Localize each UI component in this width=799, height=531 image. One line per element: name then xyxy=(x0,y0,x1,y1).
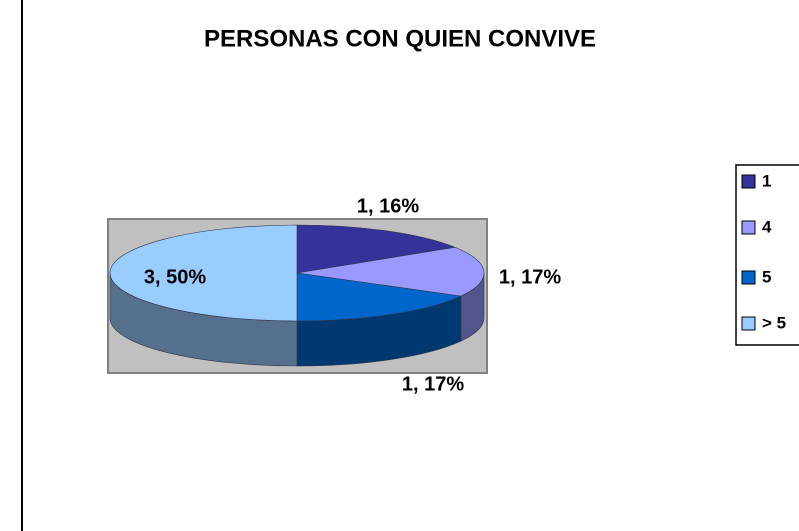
pie-slice xyxy=(296,272,462,367)
pie-slice xyxy=(296,246,485,342)
legend-swatch xyxy=(741,270,756,285)
legend-label: 1 xyxy=(762,171,771,190)
slice-top xyxy=(109,224,298,322)
pie-slice xyxy=(109,224,298,367)
legend-swatch xyxy=(741,220,756,235)
legend-label: 4 xyxy=(762,217,772,236)
chart-title: PERSONAS CON QUIEN CONVIVE xyxy=(204,25,596,52)
legend-swatch xyxy=(741,316,756,331)
legend-swatch xyxy=(741,174,756,189)
legend-label: > 5 xyxy=(762,313,786,332)
legend-label: 5 xyxy=(762,267,771,286)
slice-top xyxy=(296,224,456,274)
pie-slice xyxy=(296,224,456,274)
data-label: 3, 50% xyxy=(144,266,206,288)
slice-top xyxy=(296,272,462,322)
legend xyxy=(735,164,799,346)
slice-top xyxy=(296,246,485,297)
data-label: 1, 17% xyxy=(402,373,464,395)
data-label: 1, 16% xyxy=(357,195,419,217)
data-label: 1, 17% xyxy=(499,266,561,288)
